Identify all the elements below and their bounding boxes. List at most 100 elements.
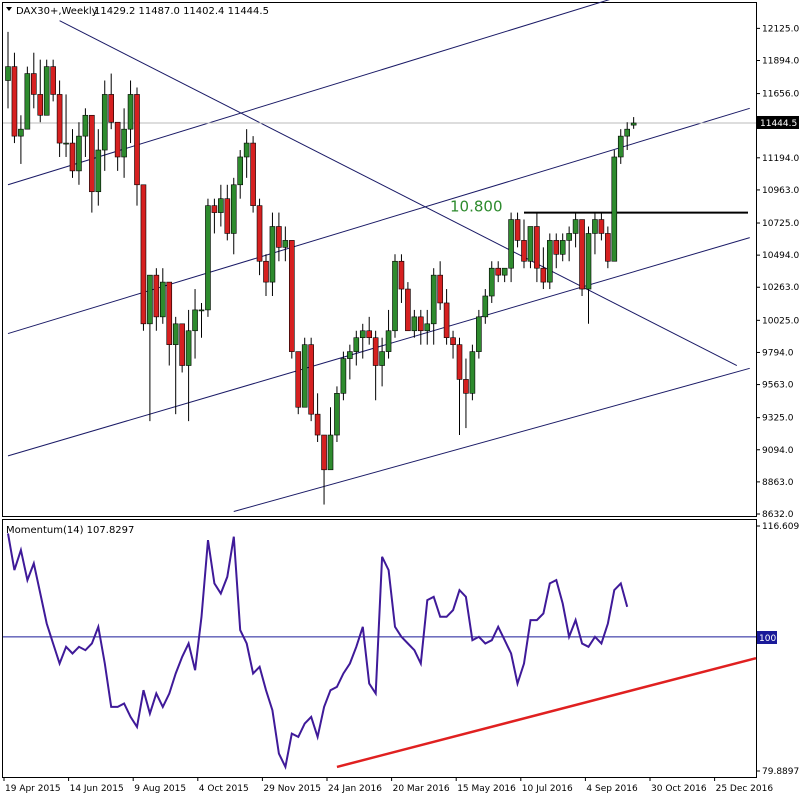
price-tick-label: 11656.0 — [762, 90, 799, 100]
price-tick-label: 9325.0 — [762, 414, 794, 424]
time-tick-label: 15 May 2016 — [457, 784, 516, 794]
candle-body — [540, 267, 547, 283]
candle-body — [237, 156, 243, 186]
time-tick-label: 14 Jun 2015 — [70, 784, 124, 794]
candle-body — [198, 309, 205, 312]
candle-body — [353, 337, 360, 352]
candle-body — [101, 94, 108, 151]
candle-body — [417, 316, 424, 332]
descending-line — [59, 20, 738, 366]
candle-body — [598, 219, 605, 234]
ohlc-readout: 11429.2 11487.0 11402.4 11444.5 — [94, 6, 269, 17]
candle-body — [263, 260, 269, 283]
price-tick-label: 10263.0 — [762, 283, 799, 293]
candle-body — [82, 114, 89, 137]
last-price-value: 11444.5 — [760, 119, 797, 129]
momentum-tick-label: 79.8897 — [762, 767, 799, 777]
trendlines[interactable] — [3, 0, 756, 512]
time-tick-label: 9 Aug 2015 — [134, 784, 186, 794]
candle-body — [192, 309, 198, 332]
candle-body — [224, 198, 231, 234]
price-axis: 8632.0 8863.0 9094.0 9325.0 9563.0 9794.0 1002… — [756, 24, 799, 520]
candle-body — [347, 351, 353, 359]
candle-body — [276, 226, 282, 248]
candle-body — [605, 233, 611, 262]
candle-body — [405, 288, 411, 332]
candle-body — [385, 330, 392, 352]
candle-body — [56, 94, 63, 144]
price-tick-label: 9563.0 — [762, 381, 794, 391]
candle-body — [359, 330, 366, 339]
candle-body — [327, 434, 334, 471]
candle-body — [147, 274, 153, 325]
candle-body — [5, 66, 11, 81]
last-price-tag — [757, 115, 799, 129]
candle-body — [463, 379, 469, 394]
candle-body — [256, 205, 263, 262]
candle-body — [611, 156, 618, 262]
candle-body — [456, 344, 463, 380]
momentum-axis: 116.6091 79.8897 — [756, 522, 800, 777]
candle-body — [295, 351, 302, 408]
time-tick-label: 20 Mar 2016 — [393, 784, 450, 794]
candle-body — [205, 205, 211, 311]
candle-body — [314, 413, 321, 436]
candle-body — [134, 94, 140, 186]
candle-body — [508, 219, 514, 269]
candle-body — [476, 316, 482, 352]
candle-body — [108, 94, 114, 123]
momentum-tick-label: 116.6091 — [762, 522, 800, 532]
time-tick-label: 10 Jul 2016 — [522, 784, 573, 794]
candle-body — [534, 226, 540, 269]
candle-body — [18, 128, 24, 137]
candle-body — [469, 351, 476, 394]
symbol-label: DAX30+,Weekly — [16, 6, 98, 17]
middle-channel-line — [7, 107, 750, 335]
candles[interactable] — [5, 31, 637, 505]
lower-channel-line-2 — [233, 367, 750, 512]
candle-body — [301, 344, 308, 408]
candle-body — [321, 434, 327, 471]
candle-body — [11, 66, 18, 137]
time-tick-label: 4 Sep 2016 — [586, 784, 638, 794]
candle-body — [430, 274, 437, 325]
candle-body — [630, 122, 637, 126]
candle-body — [624, 128, 631, 137]
candle-body — [495, 267, 502, 276]
time-tick-label: 25 Dec 2016 — [716, 784, 774, 794]
candle-body — [166, 281, 173, 345]
candle-body — [63, 142, 69, 145]
candle-body — [114, 121, 121, 158]
momentum-panel-frame — [2, 519, 757, 778]
candle-body — [617, 135, 624, 158]
candle-body — [179, 323, 185, 366]
price-tick-label: 8632.0 — [762, 510, 794, 520]
candle-body — [76, 135, 82, 172]
baseline-tag — [757, 631, 777, 644]
candle-body — [334, 393, 340, 436]
candle-body — [89, 114, 95, 193]
candle-body — [218, 198, 224, 213]
price-tick-label: 9794.0 — [762, 348, 794, 358]
candle-body — [282, 240, 289, 248]
momentum-trendline — [336, 656, 757, 769]
candle-body — [592, 219, 598, 234]
candle-body — [185, 330, 192, 366]
upper-channel-line — [7, 0, 610, 186]
candle-body — [24, 73, 31, 130]
candle-body — [437, 274, 443, 304]
candle-body — [572, 219, 579, 234]
time-tick-label: 19 Apr 2015 — [5, 784, 61, 794]
candle-body — [379, 351, 385, 366]
candle-body — [579, 219, 585, 290]
candle-body — [450, 337, 456, 345]
price-tick-label: 9094.0 — [762, 446, 794, 456]
candle-body — [127, 94, 134, 130]
candle-body — [553, 240, 560, 255]
triangle-down-icon[interactable] — [6, 7, 12, 11]
candle-body — [443, 302, 450, 339]
momentum-series[interactable] — [3, 533, 757, 771]
candle-body — [211, 205, 218, 213]
